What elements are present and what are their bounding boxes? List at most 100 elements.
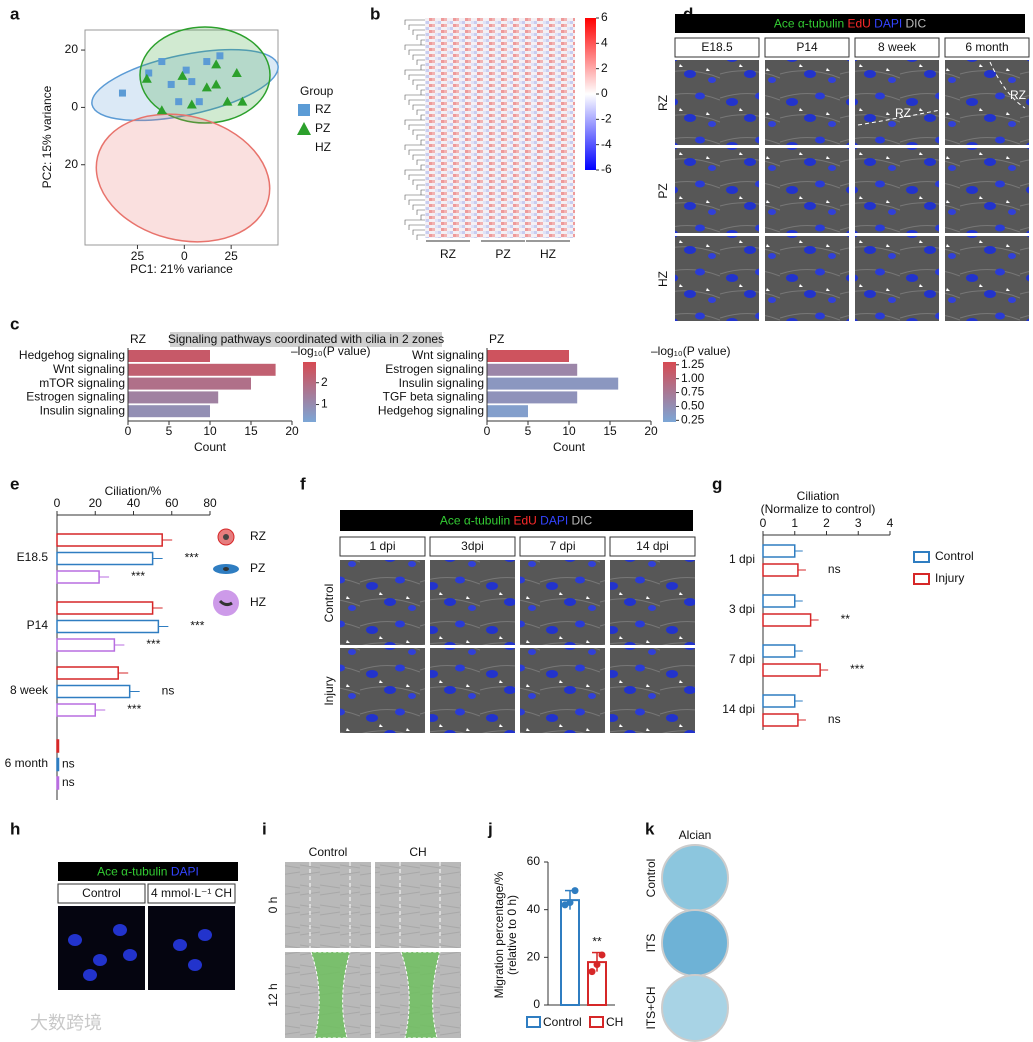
point — [195, 98, 203, 106]
micrograph — [855, 148, 939, 233]
point — [231, 68, 242, 77]
x-tick-label: 10 — [562, 424, 576, 438]
point — [156, 105, 167, 115]
significance-label: ** — [841, 612, 851, 626]
bar — [128, 405, 210, 418]
header-part: DIC — [906, 17, 927, 31]
x-tick-label: 3 — [855, 516, 862, 530]
colorbar-tick-label: 1.25 — [681, 357, 705, 371]
chart-title: Ciliation — [797, 489, 840, 503]
micrograph — [340, 648, 425, 733]
point — [593, 960, 601, 968]
x-tick-label: 0 — [125, 424, 132, 438]
x-tick-label: 0 — [484, 424, 491, 438]
x-tick-label: 40 — [127, 496, 141, 510]
bar — [487, 350, 569, 362]
y-tick-label: 1 dpi — [729, 552, 755, 566]
bar — [487, 363, 578, 376]
bar — [56, 703, 96, 717]
bar — [56, 570, 100, 584]
bar — [487, 377, 619, 390]
legend-label: PZ — [250, 561, 265, 575]
colorbar-tick-label: 6 — [601, 10, 608, 24]
legend-label: HZ — [250, 595, 266, 609]
row-label: Control — [322, 584, 336, 623]
header-text: Ace α-tubulin EdU DAPI DIC — [774, 17, 927, 31]
colorbar-tick-label: -6 — [601, 162, 612, 176]
y-tick-label: Hedgehog signaling — [378, 403, 484, 417]
panel-label: e — [10, 474, 19, 493]
bar — [56, 638, 116, 652]
x-tick-label: 25 — [224, 249, 238, 263]
dendrogram — [404, 19, 425, 240]
x-tick-label: 0 — [54, 496, 61, 510]
point — [186, 99, 197, 109]
y-tick-label: 0 — [71, 100, 78, 114]
point — [222, 96, 233, 106]
legend-label: Injury — [935, 571, 964, 585]
y-tick-label: 40 — [527, 902, 541, 916]
wound-area — [400, 951, 441, 1039]
micrograph — [765, 148, 849, 233]
legend-icon — [223, 534, 229, 540]
y-tick-label: E18.5 — [17, 550, 49, 564]
micrograph — [520, 560, 605, 645]
panel-label: f — [300, 474, 306, 493]
header-part: DAPI — [540, 514, 571, 528]
significance-label: ns — [162, 684, 175, 698]
row-label: 0 h — [266, 897, 280, 914]
x-tick-label: 15 — [603, 424, 617, 438]
legend-marker — [298, 104, 310, 116]
bar — [762, 644, 796, 658]
bar — [762, 663, 821, 677]
point — [167, 80, 175, 88]
legend-marker — [913, 573, 930, 585]
x-axis-label: PC1: 21% variance — [130, 262, 233, 276]
x-axis-label: Count — [194, 440, 227, 454]
column-label: Control — [82, 886, 121, 900]
image-annotation: RZ — [1010, 88, 1026, 102]
micrograph — [855, 60, 939, 145]
y-tick-label: 8 week — [10, 683, 49, 697]
row-label: Injury — [322, 676, 336, 705]
column-header — [147, 883, 236, 904]
y-axis-label: Migration percentage/% — [492, 871, 506, 998]
legend-marker — [913, 551, 930, 563]
y-tick-label: Estrogen signaling — [26, 390, 125, 404]
x-tick-label: 5 — [166, 424, 173, 438]
significance-label: *** — [127, 702, 141, 716]
confidence-ellipse — [139, 26, 271, 124]
column-header — [674, 37, 760, 58]
significance-label: *** — [146, 637, 160, 651]
bar — [762, 594, 796, 608]
significance-label: *** — [190, 619, 204, 633]
watermark: 大数跨境 — [30, 1013, 102, 1033]
bar — [56, 684, 131, 699]
y-tick-label: mTOR signaling — [39, 376, 125, 390]
micrograph — [675, 148, 759, 233]
micrograph — [765, 236, 849, 321]
legend-marker — [589, 1016, 604, 1028]
bar — [56, 757, 60, 772]
colorbar-tick-label: 2 — [601, 61, 608, 75]
header-part: DAPI — [874, 17, 905, 31]
column-label: P14 — [796, 40, 818, 54]
point — [145, 69, 153, 77]
panel-label: g — [712, 474, 722, 493]
row-label: RZ — [656, 95, 670, 111]
colorbar-tick-label: 1.00 — [681, 371, 705, 385]
colorbar-tick-label: 2 — [321, 375, 328, 389]
panel-label: i — [262, 819, 267, 838]
legend-label: RZ — [315, 102, 331, 116]
bar — [487, 405, 528, 418]
nucleus — [68, 934, 82, 946]
bar — [128, 363, 276, 376]
header-part: Ace α-tubulin — [440, 514, 514, 528]
header-part: Ace α-tubulin — [774, 17, 848, 31]
bar — [128, 377, 251, 390]
point — [566, 899, 574, 907]
x-tick-label: 1 — [791, 516, 798, 530]
boundary — [857, 109, 941, 126]
colorbar-label: –log₁₀(P value) — [291, 344, 371, 358]
x-tick-label: HZ — [540, 247, 556, 261]
